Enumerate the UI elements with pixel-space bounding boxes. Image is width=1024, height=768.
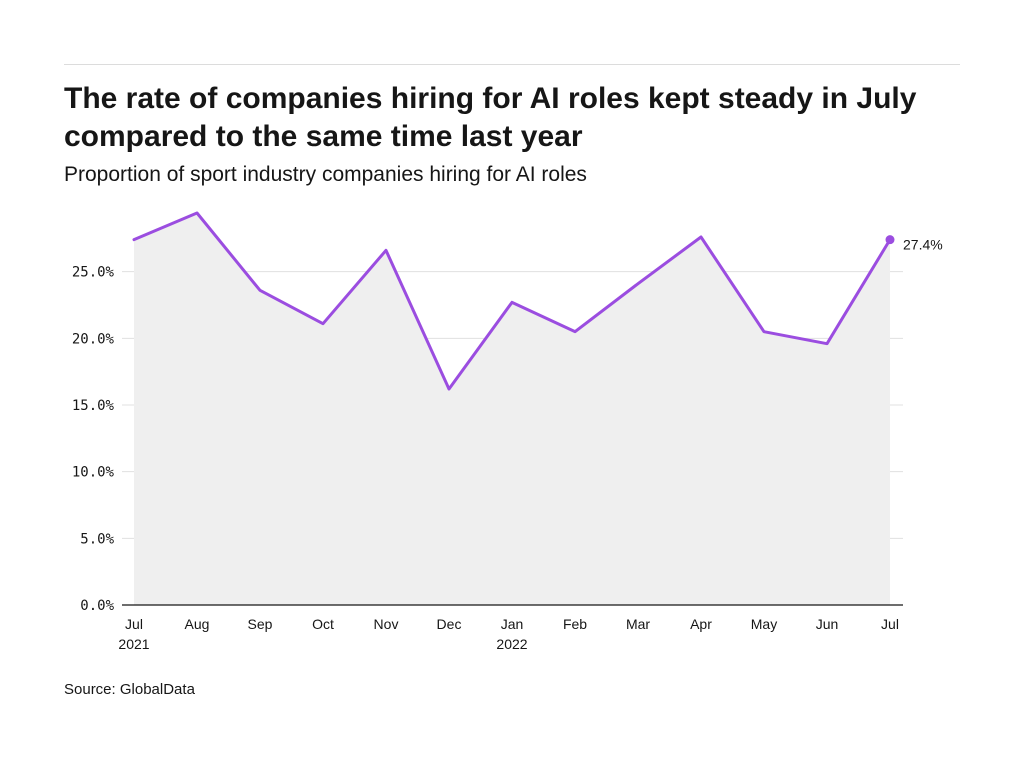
x-tick-label: Oct [312,616,334,632]
x-tick-label: Jul [125,616,143,632]
chart-title: The rate of companies hiring for AI role… [64,82,917,153]
y-tick-label: 20.0% [72,331,115,347]
x-tick-label: Aug [185,616,210,632]
x-tick-label: Mar [626,616,650,632]
x-axis-ticks: Jul 2021 Aug Sep Oct Nov Dec Jan 2022 Feb Mar Apr Ma… [118,616,899,652]
end-value-label: 27.4% [903,237,943,253]
area-fill [134,213,890,605]
y-tick-label: 15.0% [72,398,115,414]
series-line-path [132,211,892,391]
end-point-marker [885,235,895,245]
x-tick-label: Jun [816,616,839,632]
x-tick-label: Sep [248,616,273,632]
x-tick-label: May [751,616,777,632]
chart-subtitle: Proportion of sport industry companies h… [64,163,587,186]
x-tick-label: Apr [690,616,712,632]
x-tick-label: Jul [881,616,899,632]
data-markers: 27.4% [885,235,943,253]
series-line [132,211,892,391]
y-tick-label: 10.0% [72,465,115,481]
source-note: Source: GlobalData [64,681,195,698]
x-tick-label: 2022 [496,636,527,652]
x-tick-label: 2021 [118,636,149,652]
x-tick-label: Nov [374,616,399,632]
y-tick-label: 0.0% [80,598,114,614]
y-tick-label: 5.0% [80,531,114,547]
top-divider [64,64,960,65]
x-tick-label: Feb [563,616,587,632]
x-tick-label: Dec [437,616,462,632]
y-tick-label: 25.0% [72,265,115,281]
x-tick-label: Jan [501,616,524,632]
y-axis-ticks: 0.0% 5.0% 10.0% 15.0% 20.0% 25.0% [72,265,115,614]
